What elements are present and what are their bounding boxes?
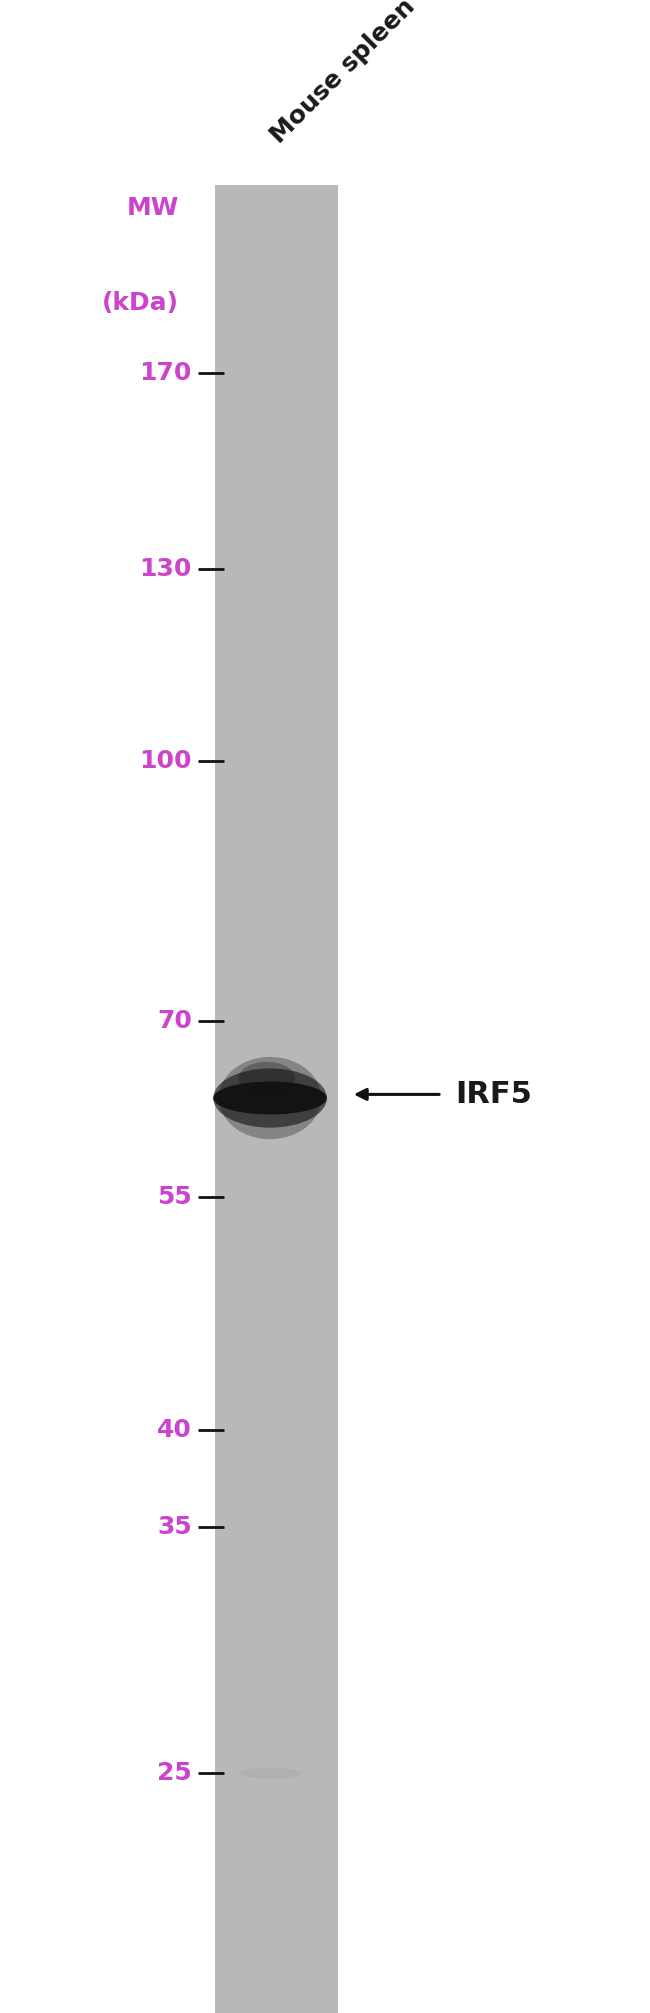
Text: 70: 70: [157, 1009, 192, 1033]
Text: MW: MW: [126, 197, 179, 221]
Text: 130: 130: [139, 558, 192, 582]
Bar: [214, 185, 338, 2013]
Text: (kDa): (kDa): [102, 292, 179, 316]
Text: 55: 55: [157, 1186, 192, 1210]
Text: 170: 170: [139, 360, 192, 384]
Text: Mouse spleen: Mouse spleen: [266, 0, 420, 149]
Text: 25: 25: [157, 1761, 192, 1786]
Ellipse shape: [239, 1061, 295, 1095]
Text: IRF5: IRF5: [455, 1079, 532, 1109]
Text: 100: 100: [139, 749, 192, 773]
Ellipse shape: [219, 1057, 321, 1139]
Ellipse shape: [239, 1767, 302, 1779]
Text: 40: 40: [157, 1417, 192, 1441]
Text: 35: 35: [157, 1516, 192, 1540]
Ellipse shape: [213, 1069, 327, 1127]
Ellipse shape: [213, 1081, 327, 1115]
